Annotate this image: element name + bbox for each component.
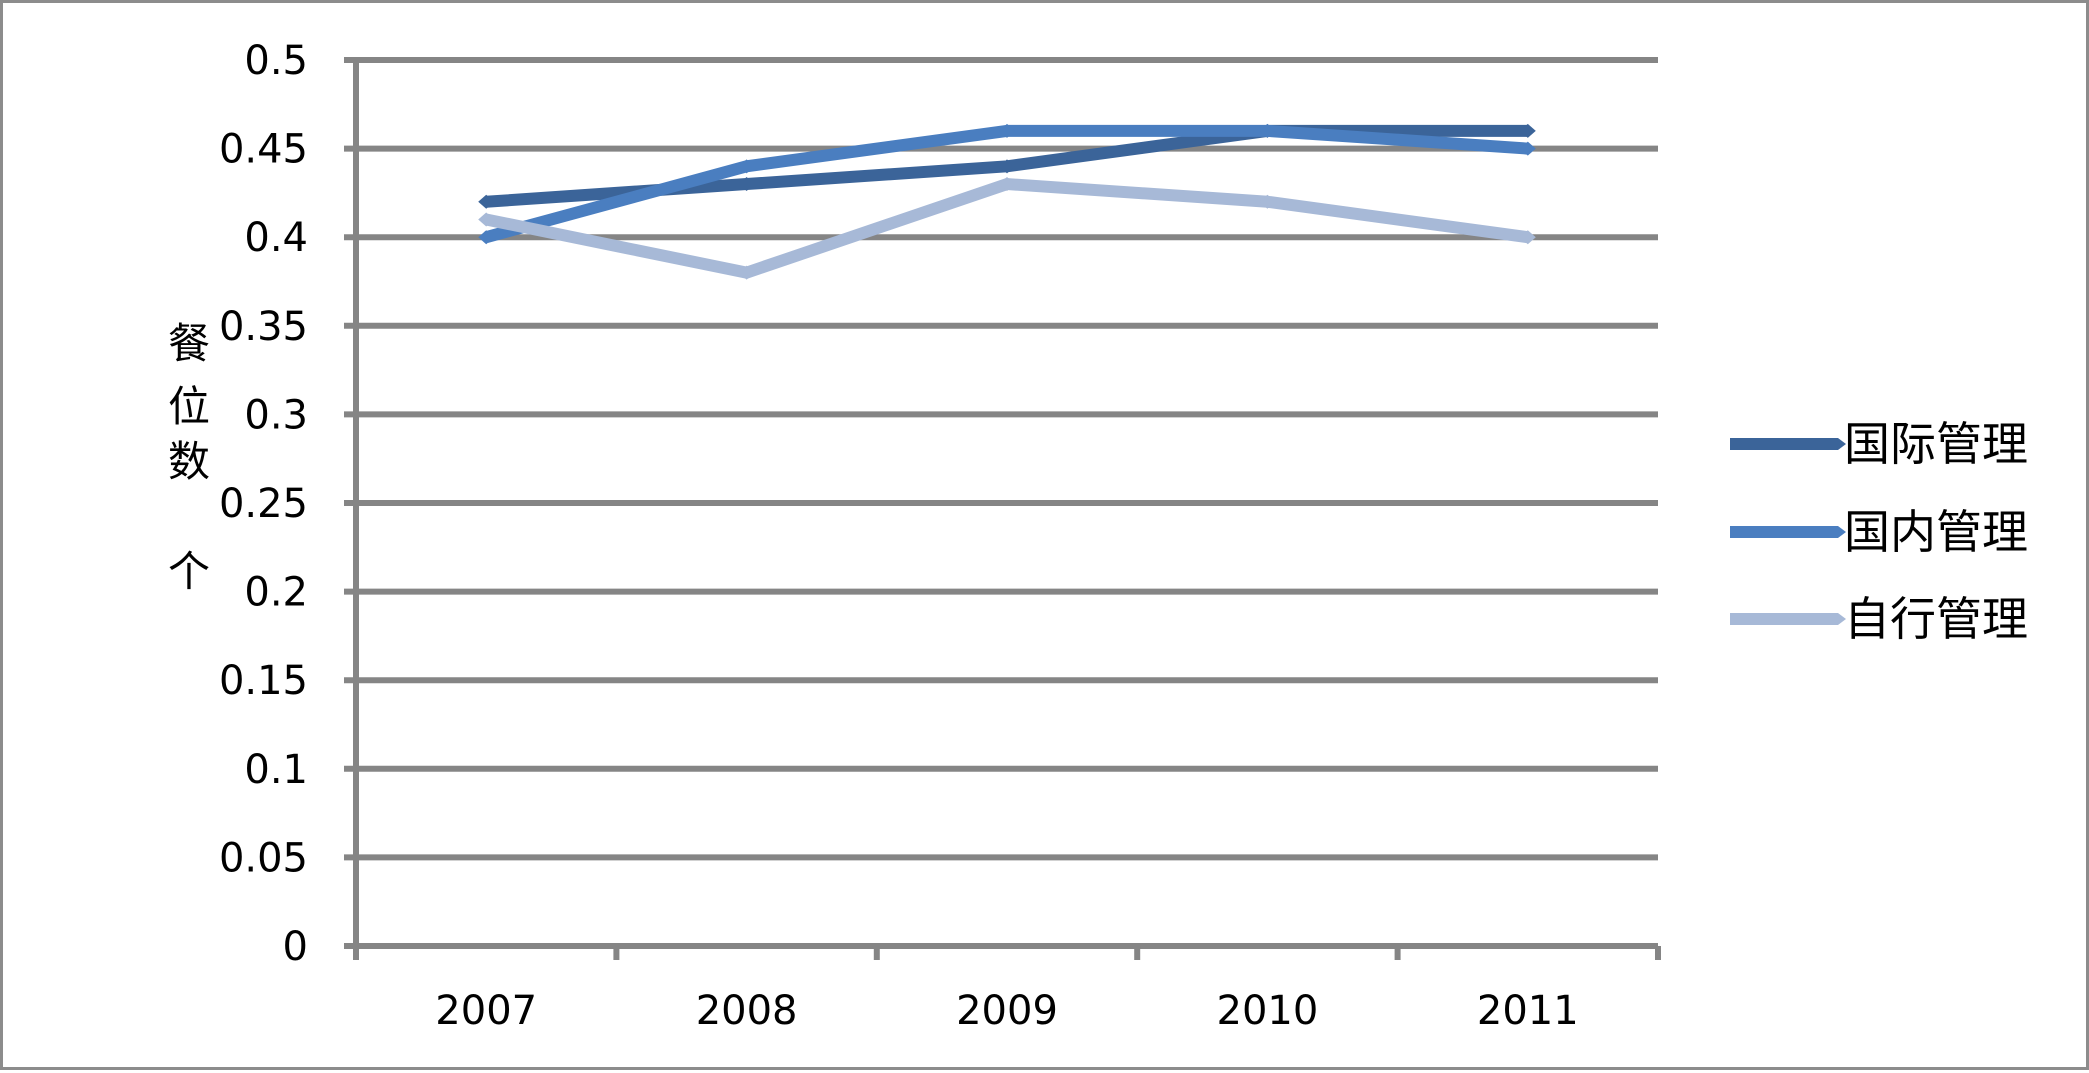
y-tick-label: 0 xyxy=(283,924,308,970)
data-point xyxy=(1259,194,1276,209)
data-point xyxy=(1519,141,1536,156)
y-tick-label: 0.35 xyxy=(219,304,308,350)
x-tick-label: 2009 xyxy=(956,988,1058,1034)
line-chart: 0 0.05 0.1 0.15 0.2 0.25 0.3 0.35 0.4 0.45 0.5 200… xyxy=(168,38,2028,1034)
y-axis-label-char: 位 xyxy=(168,382,210,431)
y-tick-label: 0.25 xyxy=(219,481,308,527)
data-point xyxy=(1259,123,1276,138)
x-tick-label: 2008 xyxy=(696,988,798,1034)
y-tick-label: 0.15 xyxy=(219,658,308,704)
gridlines xyxy=(344,57,1658,861)
data-point xyxy=(478,212,495,227)
data-point xyxy=(738,177,755,192)
y-tick-label: 0.2 xyxy=(244,570,308,616)
data-point xyxy=(738,265,755,280)
data-point xyxy=(738,159,755,174)
x-tick-label: 2010 xyxy=(1217,988,1319,1034)
y-tick-label: 0.05 xyxy=(219,835,308,881)
data-point xyxy=(1519,230,1536,245)
data-point xyxy=(999,159,1015,174)
x-tick-label: 2011 xyxy=(1477,988,1579,1034)
y-tick-label: 0.4 xyxy=(244,215,308,261)
series-lines xyxy=(478,123,1536,280)
legend-label: 自行管理 xyxy=(1844,592,2028,646)
legend-label: 国内管理 xyxy=(1844,505,2028,559)
legend-swatch-tip xyxy=(1838,526,1846,538)
axes xyxy=(344,60,1661,960)
legend-swatch-tip xyxy=(1838,438,1846,450)
y-tick-label: 0.3 xyxy=(244,392,308,438)
y-axis-label-char: 数 xyxy=(168,437,210,486)
y-tick-labels: 0 0.05 0.1 0.15 0.2 0.25 0.3 0.35 0.4 0.45 0.5 xyxy=(219,38,308,970)
x-tick-labels: 2007 2008 2009 2010 2011 xyxy=(435,988,1578,1034)
data-point xyxy=(999,177,1015,192)
data-point xyxy=(999,123,1015,138)
y-axis-label-char: 个 xyxy=(168,547,210,596)
data-point xyxy=(1519,123,1536,138)
y-tick-label: 0.45 xyxy=(219,127,308,173)
legend-label: 国际管理 xyxy=(1844,417,2028,471)
y-tick-label: 0.1 xyxy=(244,747,308,793)
x-tick-label: 2007 xyxy=(435,988,537,1034)
y-axis-label-char: 餐 xyxy=(168,319,210,368)
data-point xyxy=(478,194,495,209)
y-tick-label: 0.5 xyxy=(244,38,308,84)
legend-swatch-tip xyxy=(1838,613,1846,625)
data-point xyxy=(478,230,495,245)
